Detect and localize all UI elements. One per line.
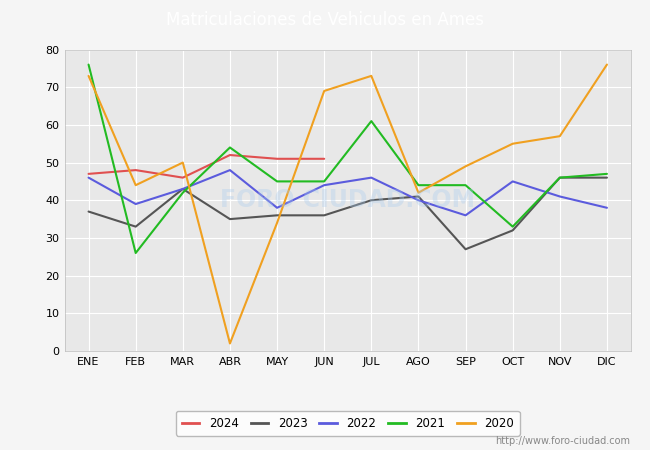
Legend: 2024, 2023, 2022, 2021, 2020: 2024, 2023, 2022, 2021, 2020 [176, 411, 520, 436]
Text: http://www.foro-ciudad.com: http://www.foro-ciudad.com [495, 436, 630, 446]
Text: Matriculaciones de Vehiculos en Ames: Matriculaciones de Vehiculos en Ames [166, 11, 484, 29]
Text: FORO CIUDAD.COM: FORO CIUDAD.COM [220, 188, 475, 212]
